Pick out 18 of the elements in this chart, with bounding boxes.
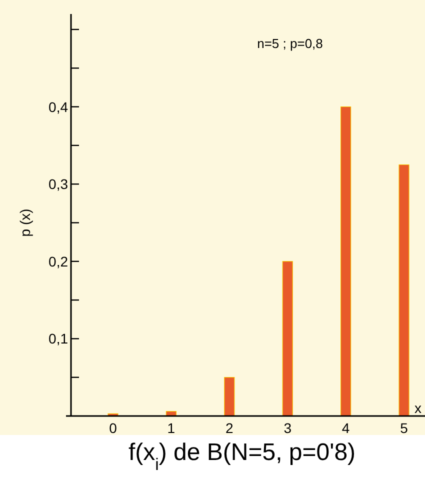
y-tick-label: 0,3: [48, 176, 68, 192]
x-axis-title: x: [414, 400, 422, 416]
x-tick-label: 2: [226, 420, 234, 436]
x-tick-label: 5: [400, 420, 408, 436]
x-tick-label: 3: [284, 420, 292, 436]
y-tick-label: 0,2: [48, 253, 68, 270]
x-tick-label: 1: [167, 420, 176, 436]
bar: [282, 261, 293, 416]
y-tick-label: 0,4: [48, 98, 68, 115]
x-tick-label: 0: [109, 420, 118, 436]
y-axis-title: p (x): [17, 208, 33, 237]
text: f(x$_{i}$) de B(N=5, p=0'8): [128, 439, 356, 474]
bar: [340, 106, 352, 416]
y-tick-label: 0,1: [48, 330, 68, 347]
annotation: n=5 ; p=0,8: [257, 36, 323, 51]
bar: [398, 164, 410, 416]
bar: [224, 377, 235, 416]
x-tick-label: 4: [342, 420, 350, 436]
